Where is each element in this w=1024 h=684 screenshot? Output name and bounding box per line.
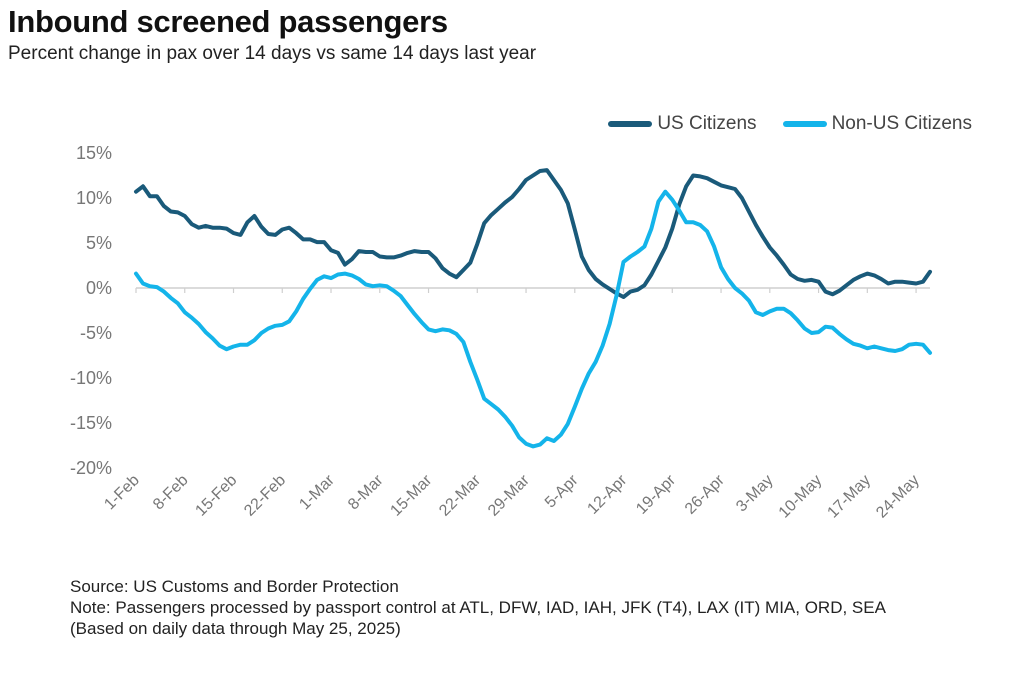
x-tick-label: 3-May <box>733 472 776 515</box>
chart-subtitle: Percent change in pax over 14 days vs sa… <box>8 43 537 64</box>
legend-label-us-citizens: US Citizens <box>657 113 757 134</box>
legend-swatch-non-us-citizens <box>782 121 827 127</box>
x-axis-ticks: 1-Feb 8-Feb 15-Feb 22-Feb 1-Mar 8-Mar 15-Mar 22… <box>101 471 923 521</box>
x-tick-label: 29-Mar <box>485 471 533 519</box>
x-tick-label: 8-Mar <box>345 471 387 513</box>
series-lines <box>134 168 932 449</box>
x-tick-label: 22-Mar <box>436 471 484 519</box>
legend-item-us-citizens: US Citizens <box>608 113 757 135</box>
x-tick-label: 24-May <box>873 472 923 522</box>
chart-notes: Source: US Customs and Border Protection… <box>70 576 886 639</box>
chart-title: Inbound screened passengers <box>8 4 448 39</box>
x-tick-label: 1-Mar <box>296 471 338 513</box>
series-line-us-citizens <box>134 168 932 299</box>
legend-label-non-us-citizens: Non-US Citizens <box>831 113 972 134</box>
x-axis-tick-marks <box>135 288 917 293</box>
y-tick-label: 5% <box>86 233 112 253</box>
y-tick-label: -15% <box>70 413 112 433</box>
y-tick-label: -20% <box>70 458 112 478</box>
y-tick-label: 0% <box>86 278 112 298</box>
source-note: Source: US Customs and Border Protection <box>70 577 399 596</box>
x-tick-label: 12-Apr <box>584 471 630 517</box>
y-tick-label: 10% <box>76 188 112 208</box>
y-tick-label: -5% <box>80 323 112 343</box>
x-tick-label: 8-Feb <box>150 472 192 514</box>
series-line-non-us-citizens <box>134 189 932 449</box>
data-range-note: (Based on daily data through May 25, 202… <box>70 619 401 638</box>
y-tick-label: -10% <box>70 368 112 388</box>
y-tick-label: 15% <box>76 143 112 163</box>
x-tick-label: 22-Feb <box>241 472 289 520</box>
y-axis-ticks: 15% 10% 5% 0% -5% -10% -15% -20% <box>70 143 112 478</box>
x-tick-label: 26-Apr <box>682 471 728 517</box>
x-tick-label: 19-Apr <box>633 471 679 517</box>
x-tick-label: 17-May <box>824 472 874 522</box>
legend-swatch-us-citizens <box>608 121 653 127</box>
x-tick-label: 15-Feb <box>192 472 240 520</box>
x-tick-label: 10-May <box>776 472 826 522</box>
passport-note: Note: Passengers processed by passport c… <box>70 598 886 617</box>
chart-legend: US Citizens Non-US Citizens <box>582 113 972 135</box>
x-tick-label: 5-Apr <box>542 471 582 511</box>
x-tick-label: 15-Mar <box>387 471 435 519</box>
legend-item-non-us-citizens: Non-US Citizens <box>782 113 972 135</box>
